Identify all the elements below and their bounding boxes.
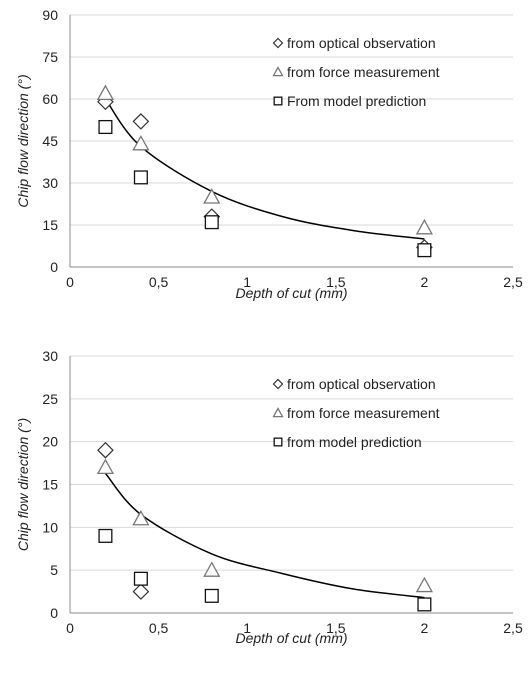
square-point <box>98 528 113 543</box>
y-tick-label: 10 <box>42 519 58 535</box>
y-tick-label: 45 <box>42 133 58 149</box>
y-axis-title: Chip flow direction (°) <box>15 418 31 551</box>
x-tick-label: 0,5 <box>149 620 169 636</box>
square-legend-icon <box>273 437 283 447</box>
x-axis-title: Depth of cut (mm) <box>235 285 347 301</box>
triangle-point <box>132 509 150 526</box>
square-point <box>98 119 113 135</box>
trendline <box>104 472 425 599</box>
x-axis-title: Depth of cut (mm) <box>235 630 347 646</box>
triangle-legend-icon <box>272 66 284 77</box>
triangle-point <box>203 188 221 204</box>
legend-label: from optical observation <box>287 376 436 392</box>
x-tick-label: 1,5 <box>326 620 346 636</box>
x-tick-label: 2,5 <box>503 274 523 290</box>
y-tick-label: 15 <box>42 217 58 233</box>
y-tick-label: 60 <box>42 91 58 107</box>
legend-label: from force measurement <box>287 64 440 80</box>
y-axis-title: Chip flow direction (°) <box>15 74 31 207</box>
diamond-point <box>132 583 150 600</box>
y-tick-label: 75 <box>42 49 58 65</box>
diamond-point <box>97 441 114 459</box>
diamond-legend-icon <box>272 37 284 49</box>
y-tick-label: 90 <box>42 7 58 23</box>
x-tick-label: 1,5 <box>326 274 346 290</box>
legend-label: from model prediction <box>287 434 422 450</box>
y-tick-label: 0 <box>50 605 58 621</box>
legend: from optical observation from force measu… <box>272 35 440 109</box>
square-point <box>133 170 148 185</box>
triangle-point <box>415 218 434 235</box>
x-tick-label: 2,5 <box>503 620 523 636</box>
legend-label: from force measurement <box>287 405 440 421</box>
x-tick-label: 2 <box>421 274 429 290</box>
x-tick-label: 1 <box>243 620 251 636</box>
x-tick-label: 0 <box>66 274 74 290</box>
square-legend-icon <box>273 96 283 106</box>
diamond-point <box>132 113 150 130</box>
triangle-point <box>415 576 434 593</box>
y-tick-label: 25 <box>42 391 58 407</box>
y-tick-label: 30 <box>42 348 58 364</box>
square-point <box>204 215 219 230</box>
chart-1: 0 15 30 45 60 75 90 0 0,5 1 1,5 2 2,5 Depth of cut (m… <box>15 7 523 301</box>
triangle-point <box>96 458 115 475</box>
trendline <box>104 98 425 240</box>
triangle-point <box>96 84 115 101</box>
legend-label: from optical observation <box>287 35 436 51</box>
x-tick-label: 0 <box>66 620 74 636</box>
diamond-legend-icon <box>272 378 284 390</box>
square-point <box>133 571 148 586</box>
x-tick-label: 0,5 <box>149 274 169 290</box>
legend-label: From model prediction <box>287 93 426 109</box>
y-tick-label: 30 <box>42 175 58 191</box>
x-tick-label: 1 <box>243 274 251 290</box>
triangle-legend-icon <box>272 407 284 418</box>
y-tick-label: 15 <box>42 477 58 493</box>
triangle-point <box>132 134 150 151</box>
square-point <box>417 243 432 258</box>
square-point <box>204 588 219 603</box>
triangle-point <box>203 561 221 577</box>
y-tick-label: 5 <box>50 562 58 578</box>
square-point <box>417 597 432 612</box>
legend: from optical observation from force measu… <box>272 376 440 450</box>
y-tick-label: 20 <box>42 434 58 450</box>
y-tick-label: 0 <box>50 259 58 275</box>
chart-2: 0 5 10 15 20 25 30 0 0,5 1 1,5 2 2,5 Depth of cut (mm… <box>15 348 523 646</box>
x-tick-label: 2 <box>421 620 429 636</box>
